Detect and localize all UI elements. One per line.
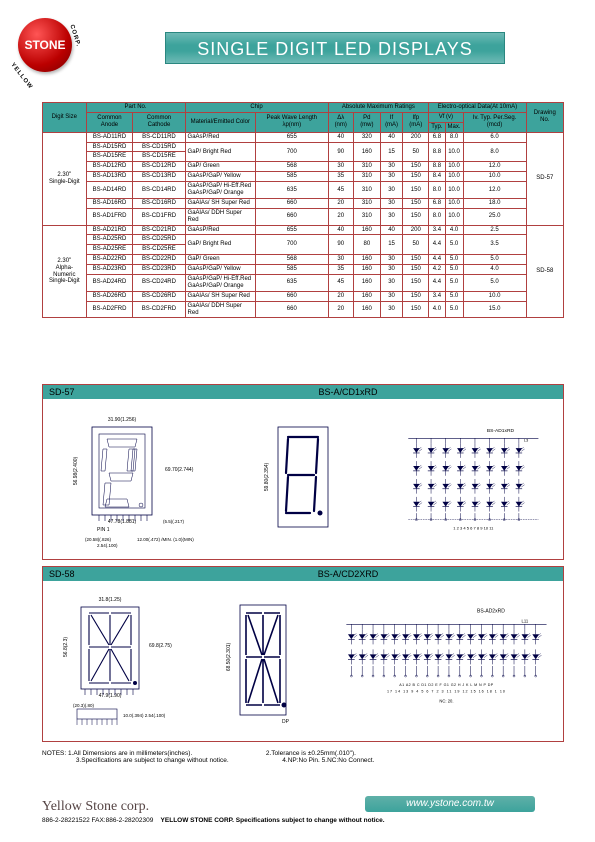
mech-drawing-front: 31.8(1.25) 56.8(2.3) 69.8(2.75) 47.9(1.9… — [51, 589, 187, 733]
svg-text:12.00(.472) /MIN. (1.0)(MIN): 12.00(.472) /MIN. (1.0)(MIN) — [137, 537, 194, 542]
svg-text:PIN 1: PIN 1 — [97, 527, 110, 533]
table-row: BS-AD26RDBS-CD26RDGaAlAs/ SH Super Red66… — [43, 291, 564, 301]
svg-text:31.90(1.256): 31.90(1.256) — [108, 417, 137, 423]
circuit-diagram: BS-AD2xRD L11 — [338, 589, 555, 733]
logo-circle: STONE — [18, 18, 72, 72]
svg-text:10.0(.394) 2.54(.100): 10.0(.394) 2.54(.100) — [123, 713, 166, 718]
table-row: BS-AD14RDBS-CD14RDGaAsP/GaP/ Hi-Eff.Red … — [43, 182, 564, 199]
svg-text:69.70(2.744): 69.70(2.744) — [165, 467, 194, 473]
table-row: BS-AD2FRDBS-CD2FRDGaAlAs/ DDH Super Red6… — [43, 301, 564, 318]
table-row: BS-AD25RDBS-CD25RDGaP/ Bright Red7009080… — [43, 235, 564, 245]
svg-text:1 2 3 4 5 6 7 8: 1 2 3 4 5 6 7 8 9 10 11 — [454, 525, 495, 530]
svg-text:47.9(1.90): 47.9(1.90) — [98, 693, 121, 699]
svg-text:47.78(1.881): 47.78(1.881) — [108, 519, 137, 525]
diagram-title: BS-A/CD1xRD — [139, 387, 557, 397]
th-delta: Δλ (nm) — [328, 112, 353, 132]
svg-text:NC: 20.: NC: 20. — [440, 699, 454, 704]
svg-text:68.50(2.301): 68.50(2.301) — [226, 642, 232, 671]
svg-text:L11: L11 — [522, 619, 529, 624]
th-electro: Electro-optical Data(At 10mA) — [429, 103, 526, 113]
svg-text:BS-AD1xRD: BS-AD1xRD — [487, 428, 515, 434]
th-pd: Pd (mw) — [353, 112, 380, 132]
th-material: Material/Emitted Color — [185, 112, 256, 132]
diagram-label: SD-57 — [49, 387, 139, 397]
th-common-anode: Common Anode — [86, 112, 133, 132]
notes: NOTES: 1.All Dimensions are in millimete… — [42, 750, 564, 764]
table-row: 2.30" Single-DigitBS-AD11RDBS-CD11RDGaAs… — [43, 132, 564, 142]
table-row: BS-AD22RDBS-CD22RDGaP/ Green568301603015… — [43, 255, 564, 265]
th-iv: Iv. Typ. Per.Seg. (mcd) — [463, 112, 526, 132]
logo: STONE YELLOW CORP. — [14, 14, 86, 86]
th-ifp: Ifp (mA) — [403, 112, 429, 132]
footer-company: Yellow Stone corp. — [42, 799, 564, 815]
th-part-no: Part No. — [86, 103, 185, 113]
th-abs-max: Absolute Maximum Ratings — [328, 103, 429, 113]
table-row: BS-AD24RDBS-CD24RDGaAsP/GaP/ Hi-Eff.Red … — [43, 275, 564, 292]
th-peak: Peak Wave Length λp(nm) — [256, 112, 328, 132]
svg-text:59.80(2.354): 59.80(2.354) — [264, 462, 270, 491]
spec-table: Digit Size Part No. Chip Absolute Maximu… — [42, 102, 564, 318]
svg-text:DP: DP — [282, 719, 290, 725]
th-digit-size: Digit Size — [43, 103, 87, 133]
svg-text:(20.58)(.826): (20.58)(.826) — [85, 537, 112, 542]
footer: Yellow Stone corp. 886-2-28221522 FAX:88… — [42, 799, 564, 824]
th-chip: Chip — [185, 103, 328, 113]
svg-text:2.54(.100): 2.54(.100) — [97, 543, 118, 548]
th-vf: Vf (v) — [429, 112, 463, 122]
mech-drawing-face: 59.80(2.354) — [222, 407, 385, 551]
th-drawing: Drawing No. — [526, 103, 563, 133]
diagram-label: SD-58 — [49, 569, 139, 579]
svg-text:17 14 13 9 4 5 6: 17 14 13 9 4 5 6 7 2 3 11 19 12 15 16 18… — [387, 690, 506, 694]
table-row: BS-AD1FRDBS-CD1FRDGaAlAs/ DDH Super Red6… — [43, 208, 564, 225]
table-row: BS-AD23RDBS-CD23RDGaAsP/GaP/ Yellow58535… — [43, 265, 564, 275]
svg-text:A1 A2 B C D1 D2 E F: A1 A2 B C D1 D2 E F G1 G2 H J K L M N P … — [399, 683, 493, 687]
mech-drawing-front: 31.90(1.256) 56.98(2.400) 69.70(2.744) 4… — [51, 407, 214, 551]
table-row: BS-AD12RDBS-CD12RDGaP/ Green568303103015… — [43, 162, 564, 172]
diagram-sd57: SD-57 BS-A/CD1xRD 31.90(1.256) 56.98(2.4… — [42, 384, 564, 560]
th-common-cathode: Common Cathode — [133, 112, 185, 132]
svg-text:(5.5)(.217): (5.5)(.217) — [163, 519, 185, 524]
table-row: BS-AD15RDBS-CD15RDGaP/ Bright Red7009016… — [43, 142, 564, 152]
th-if: If (mA) — [380, 112, 403, 132]
svg-text:31.8(1.25): 31.8(1.25) — [98, 597, 121, 603]
svg-text:69.8(2.75): 69.8(2.75) — [149, 643, 172, 649]
page-title: SINGLE DIGIT LED DISPLAYS — [165, 32, 505, 64]
svg-text:(20.3)(.80): (20.3)(.80) — [73, 703, 95, 708]
svg-text:BS-AD2xRD: BS-AD2xRD — [477, 609, 505, 615]
mech-drawing-face: 68.50(2.301) DP — [195, 589, 331, 733]
th-max: Max. — [445, 122, 463, 132]
svg-text:56.98(2.400): 56.98(2.400) — [73, 456, 79, 485]
th-typ: Typ. — [429, 122, 445, 132]
diagram-title: BS-A/CD2XRD — [139, 569, 557, 579]
table-row: BS-AD13RDBS-CD13RDGaAsP/GaP/ Yellow58535… — [43, 172, 564, 182]
circuit-diagram: BS-AD1xRD L3 — [392, 407, 555, 551]
table-row: 2.30" Alpha-Numeric Single-DigitBS-AD21R… — [43, 225, 564, 235]
table-row: BS-AD16RDBS-CD16RDGaAlAs/ SH Super Red66… — [43, 198, 564, 208]
svg-text:56.8(2.3): 56.8(2.3) — [63, 637, 69, 657]
diagram-sd58: SD-58 BS-A/CD2XRD 31.8(1.25) 56.8(2.3) 6… — [42, 566, 564, 742]
